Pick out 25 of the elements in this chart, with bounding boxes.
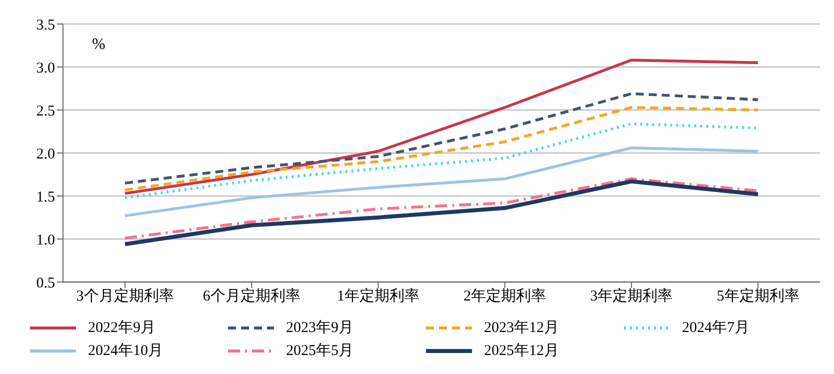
y-tick-label: 1.5 <box>36 189 55 206</box>
x-tick-label: 1年定期利率 <box>336 288 420 305</box>
y-tick-label: 3.0 <box>36 60 55 76</box>
y-tick-label: 2.0 <box>36 146 55 162</box>
x-tick-label: 2年定期利率 <box>464 288 546 305</box>
legend-label: 2024年7月 <box>682 319 750 337</box>
legend-label: 2022年9月 <box>88 319 156 337</box>
line-series <box>124 92 760 184</box>
y-tick-label: 1.0 <box>36 232 55 248</box>
legend-label: 2023年12月 <box>484 319 559 337</box>
legend-label: 2023年9月 <box>286 319 354 337</box>
y-tick-label: 3.5 <box>36 17 55 34</box>
y-tick-label: 2.5 <box>36 103 55 120</box>
y-tick-label: 0.5 <box>36 275 55 292</box>
x-tick-label: 5年定期利率 <box>716 288 800 305</box>
line-series <box>124 58 760 195</box>
x-tick-label: 3年定期利率 <box>590 288 673 305</box>
line-series <box>124 106 760 192</box>
x-tick-label: 3个月定期利率 <box>76 288 174 305</box>
legend-label: 2025年12月 <box>484 342 559 360</box>
y-axis-title: % <box>92 36 106 54</box>
legend-label: 2024年10月 <box>88 342 163 360</box>
x-tick-label: 6个月定期利率 <box>202 288 300 305</box>
line-series <box>124 146 760 218</box>
legend-label: 2025年5月 <box>286 342 354 360</box>
